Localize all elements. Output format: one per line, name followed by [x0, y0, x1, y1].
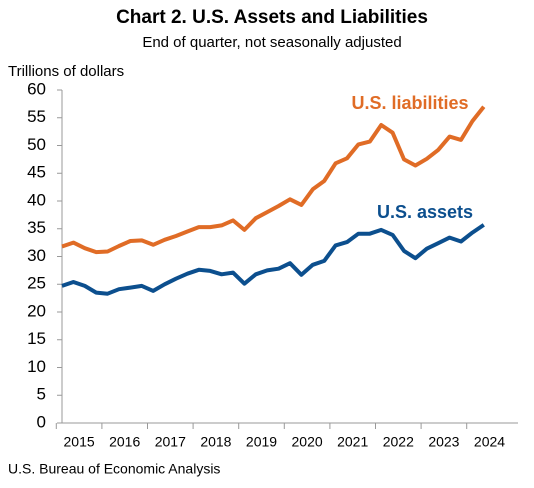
- x-tick-label: 2019: [246, 434, 277, 450]
- x-tick-label: 2018: [200, 434, 231, 450]
- series-label: U.S. liabilities: [351, 93, 468, 113]
- chart-title: Chart 2. U.S. Assets and Liabilities: [116, 7, 428, 28]
- y-tick-label: 20: [27, 301, 46, 320]
- y-tick-label: 45: [27, 163, 46, 182]
- series-line: [61, 105, 486, 255]
- x-tick-label: 2021: [337, 434, 368, 450]
- y-tick-label: 25: [27, 274, 46, 293]
- chart-subtitle: End of quarter, not seasonally adjusted: [142, 34, 401, 51]
- x-tick-label: 2015: [64, 434, 95, 450]
- series-line: [61, 223, 485, 296]
- x-tick-label: 2020: [292, 434, 323, 450]
- y-axis-label: Trillions of dollars: [8, 63, 124, 80]
- y-tick-label: 35: [27, 218, 46, 237]
- y-tick-label: 50: [27, 135, 46, 154]
- x-tick-label: 2024: [474, 434, 505, 450]
- y-tick-label: 55: [27, 107, 46, 126]
- x-tick-label: 2017: [155, 434, 186, 450]
- source: U.S. Bureau of Economic Analysis: [8, 461, 220, 477]
- y-tick-label: 10: [27, 357, 46, 376]
- x-tick-label: 2016: [109, 434, 140, 450]
- x-tick-label: 2022: [383, 434, 414, 450]
- y-tick-label: 40: [27, 190, 46, 209]
- y-tick-label: 0: [37, 412, 46, 431]
- y-tick-label: 60: [27, 79, 46, 98]
- y-tick-label: 15: [27, 329, 46, 348]
- series-label: U.S. assets: [377, 202, 473, 222]
- x-tick-label: 2023: [428, 434, 459, 450]
- y-tick-label: 5: [37, 385, 46, 404]
- y-tick-label: 30: [27, 246, 46, 265]
